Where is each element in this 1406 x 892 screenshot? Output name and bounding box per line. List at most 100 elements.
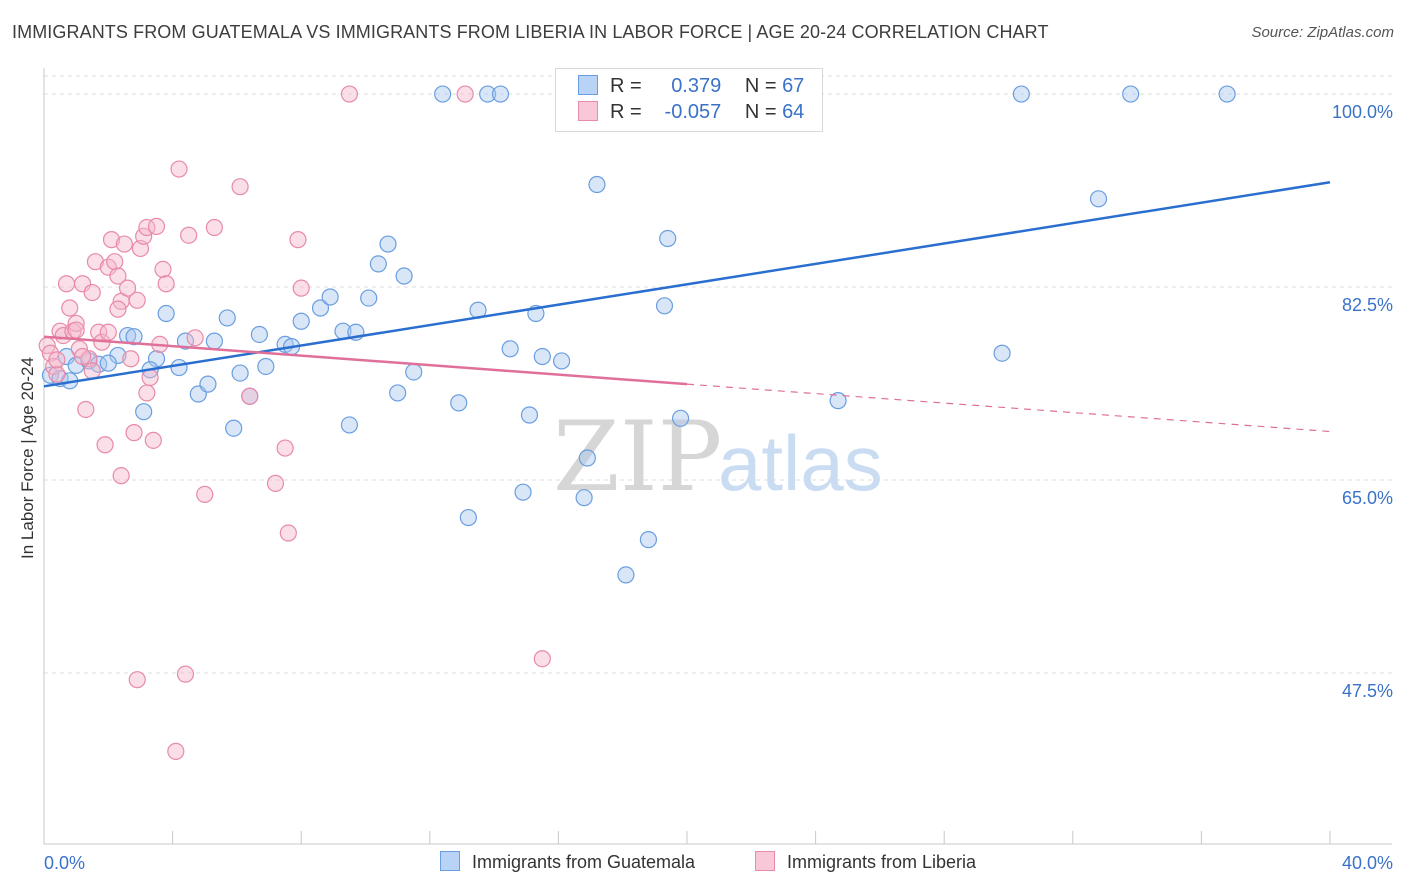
data-point-guatemala (575, 489, 593, 507)
data-point-liberia (102, 231, 121, 249)
data-point-liberia (128, 671, 146, 689)
data-point-guatemala (1122, 85, 1140, 103)
x-tick-label-min: 0.0% (44, 853, 85, 873)
data-point-liberia (41, 344, 60, 362)
data-point-guatemala (218, 309, 236, 327)
data-point-liberia (83, 283, 101, 302)
data-point-liberia (292, 279, 310, 297)
data-point-guatemala (257, 357, 275, 376)
data-point-guatemala (617, 566, 635, 584)
data-point-guatemala (379, 235, 397, 253)
data-point-guatemala (514, 483, 532, 501)
data-point-liberia (83, 362, 101, 380)
y-axis-label: In Labor Force | Age 20-24 (18, 357, 37, 559)
data-point-guatemala (459, 508, 477, 527)
data-point-liberia (340, 85, 359, 103)
data-point-liberia (118, 279, 137, 297)
data-point-guatemala (340, 416, 359, 434)
data-point-liberia (77, 400, 95, 419)
data-point-guatemala (225, 419, 243, 437)
tick-labels: 100.0% 82.5% 65.0% 47.5% 0.0% 40.0% (44, 102, 1393, 873)
data-point-liberia (138, 384, 156, 402)
data-point-guatemala (292, 312, 310, 330)
data-point-liberia (125, 424, 143, 442)
data-point-liberia (115, 235, 133, 253)
watermark-atlas: atlas (718, 419, 883, 507)
data-point-liberia (61, 299, 79, 317)
data-point-guatemala (360, 289, 378, 307)
legend-n-label: N = (744, 75, 777, 97)
data-point-liberia (154, 260, 172, 279)
data-point-liberia (266, 474, 285, 492)
y-tick-label: 47.5% (1342, 681, 1393, 701)
legend-r-value-guatemala: 0.379 (671, 75, 722, 97)
data-point-guatemala (491, 85, 510, 103)
data-point-guatemala (389, 384, 407, 402)
legend-r-label: R = (610, 101, 642, 123)
data-point-liberia (157, 275, 175, 293)
data-point-guatemala (578, 449, 596, 467)
data-point-guatemala (553, 352, 571, 370)
legend-row-guatemala: R = 0.379 N = 67 (578, 75, 804, 101)
data-point-guatemala (671, 409, 690, 427)
legend-n-label: N = (744, 101, 777, 123)
data-point-guatemala (479, 85, 497, 103)
data-point-liberia (231, 178, 249, 196)
legend-n-value-guatemala: 67 (782, 75, 805, 97)
data-point-liberia (176, 665, 195, 683)
legend-swatch-blue (578, 75, 598, 95)
chart-title: IMMIGRANTS FROM GUATEMALA VS IMMIGRANTS … (12, 22, 1049, 42)
bottom-legend-swatch-pink (755, 851, 775, 871)
data-point-guatemala (659, 229, 677, 248)
trend-line-guatemala (43, 181, 1331, 388)
data-point-guatemala (588, 175, 606, 194)
data-points (38, 85, 1236, 760)
data-point-guatemala (993, 344, 1011, 362)
data-point-liberia (122, 350, 140, 368)
data-point-liberia (109, 300, 127, 318)
data-point-guatemala (41, 366, 60, 384)
data-point-guatemala (205, 332, 223, 350)
data-point-liberia (533, 650, 551, 668)
data-point-liberia (109, 267, 127, 285)
source-credit: Source: ZipAtlas.com (1251, 24, 1394, 41)
data-point-guatemala (829, 392, 847, 410)
data-point-guatemala (321, 288, 339, 306)
data-point-liberia (186, 329, 204, 347)
data-point-guatemala (395, 267, 413, 285)
data-point-liberia (128, 291, 146, 309)
data-point-liberia (67, 321, 85, 339)
data-point-guatemala (176, 332, 195, 350)
bottom-legend-guatemala: Immigrants from Guatemala (440, 851, 695, 873)
data-point-liberia (135, 227, 153, 245)
data-point-liberia (86, 253, 105, 271)
data-point-guatemala (311, 299, 330, 317)
data-point-guatemala (450, 394, 468, 412)
data-point-liberia (48, 365, 66, 383)
data-point-guatemala (639, 531, 658, 549)
legend-row-liberia: R = -0.057 N = 64 (578, 101, 804, 127)
data-point-liberia (289, 231, 307, 249)
y-tick-label: 65.0% (1342, 488, 1393, 508)
data-point-guatemala (533, 347, 551, 366)
data-point-liberia (48, 351, 66, 369)
data-point-guatemala (1012, 85, 1030, 103)
data-point-liberia (67, 314, 85, 333)
trend-lines (43, 181, 1331, 433)
data-point-guatemala (501, 340, 519, 358)
data-point-liberia (57, 275, 76, 293)
data-point-liberia (99, 323, 117, 341)
data-point-liberia (180, 226, 198, 244)
data-point-guatemala (157, 304, 175, 323)
legend-n-value-liberia: 64 (782, 101, 805, 123)
data-point-liberia (167, 742, 185, 760)
legend-r-value-liberia: -0.057 (664, 101, 722, 123)
data-point-liberia (147, 217, 166, 235)
data-point-liberia (456, 85, 474, 103)
axes (43, 68, 1392, 845)
y-tick-label: 100.0% (1332, 102, 1393, 122)
data-point-guatemala (1089, 190, 1108, 208)
bottom-legend-swatch-blue (440, 851, 460, 871)
data-point-liberia (241, 387, 259, 405)
